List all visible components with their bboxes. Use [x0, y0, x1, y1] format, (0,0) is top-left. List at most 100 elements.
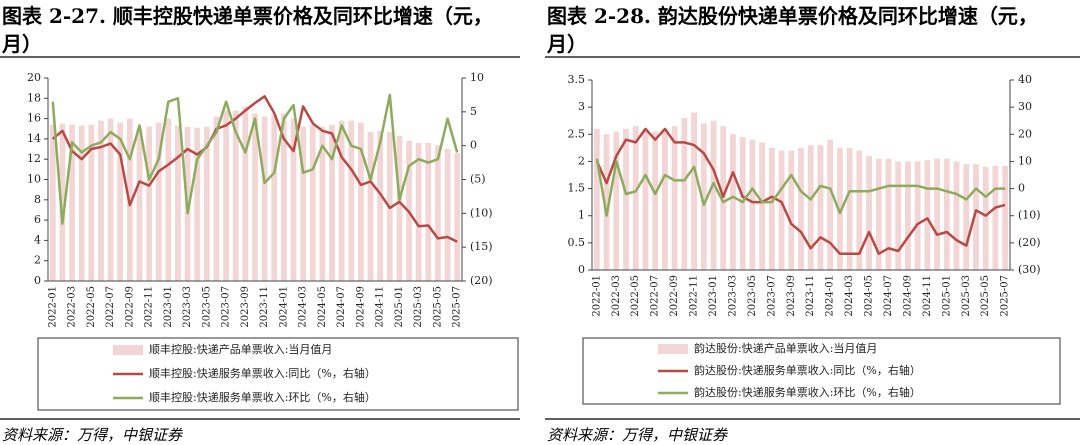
bar	[817, 145, 824, 270]
bar	[807, 145, 814, 270]
bar	[117, 122, 124, 281]
x-tick-label: 2025-05	[980, 275, 991, 317]
y2-tick-label: 30	[1018, 100, 1032, 113]
x-tick-label: 2022-01	[47, 286, 58, 328]
legend-label: 韵达股份:快递服务单票收入:环比（%，右轴）	[694, 385, 921, 399]
x-tick-label: 2024-09	[902, 275, 913, 317]
bar	[963, 164, 970, 270]
x-tick-label: 2023-11	[259, 286, 270, 328]
y2-tick-label: 0	[470, 139, 477, 152]
bar	[435, 144, 441, 281]
y2-tick-label: 10	[1018, 154, 1032, 167]
bar	[798, 147, 804, 270]
bar	[934, 158, 941, 270]
bar	[875, 158, 882, 270]
bar	[98, 120, 104, 281]
y2-tick-label: (20)	[1018, 236, 1041, 249]
y-tick-label: 2	[34, 254, 41, 267]
source-note: 资料来源：万得，中银证券	[2, 426, 183, 444]
bar	[953, 161, 960, 270]
bar	[914, 161, 921, 270]
bar	[661, 128, 668, 270]
y-tick-label: 18	[27, 91, 41, 104]
bar	[271, 114, 278, 281]
bar	[444, 149, 451, 281]
x-tick-label: 2023-05	[201, 286, 212, 328]
bar	[338, 120, 345, 281]
legend-label: 韵达股份:快递产品单票收入:当月值月	[694, 341, 877, 355]
x-tick-label: 2022-09	[124, 286, 135, 328]
bar	[242, 106, 249, 281]
bar	[623, 128, 629, 270]
y2-tick-label: 20	[1018, 127, 1032, 140]
line	[595, 158, 1006, 217]
bar	[175, 125, 181, 281]
x-tick-label: 2025-03	[961, 275, 972, 317]
y-tick-label: 8	[34, 193, 41, 206]
y2-tick-label: (15)	[470, 240, 493, 253]
x-tick-label: 2023-03	[182, 286, 193, 328]
bar	[759, 142, 766, 270]
x-tick-label: 2025-07	[1000, 275, 1011, 317]
bar	[632, 126, 639, 271]
bar	[924, 160, 931, 270]
bar	[827, 139, 834, 270]
bar	[49, 124, 56, 281]
bar	[671, 126, 678, 271]
bar	[943, 158, 950, 270]
bar	[603, 134, 610, 270]
x-tick-label: 2023-05	[747, 275, 758, 317]
y-tick-label: 1	[578, 209, 585, 222]
bar	[593, 128, 600, 270]
bar	[165, 118, 172, 281]
y-tick-label: 3.5	[568, 73, 586, 86]
bar	[425, 142, 432, 281]
legend-box	[37, 337, 519, 411]
bar	[78, 125, 85, 281]
x-tick-label: 2023-09	[786, 275, 797, 317]
source-note: 资料来源：万得，中银证券	[547, 426, 728, 444]
bar	[377, 130, 384, 281]
legend-label: 顺丰控股:快递产品单票收入:当月值月	[149, 342, 332, 356]
bar	[194, 127, 201, 281]
x-tick-label: 2024-03	[844, 275, 855, 317]
x-tick-label: 2023-07	[766, 275, 777, 317]
x-tick-label: 2023-01	[163, 286, 174, 328]
bar	[613, 131, 620, 270]
y-tick-label: 2	[578, 154, 585, 167]
bar	[681, 118, 688, 270]
bar	[309, 124, 316, 281]
x-tick-label: 2023-01	[708, 275, 719, 317]
x-tick-label: 2024-05	[317, 286, 328, 328]
x-tick-label: 2023-07	[221, 286, 232, 328]
x-tick-label: 2024-07	[883, 275, 894, 317]
legend-swatch	[113, 345, 143, 355]
x-tick-label: 2022-01	[591, 275, 602, 317]
bar	[691, 112, 697, 270]
x-tick-label: 2022-07	[105, 286, 116, 328]
y-tick-label: 16	[27, 112, 41, 125]
line	[51, 95, 458, 243]
bar	[730, 134, 736, 270]
legend-swatch	[658, 344, 688, 354]
x-tick-label: 2025-01	[941, 275, 952, 317]
x-tick-label: 2025-07	[452, 286, 463, 328]
y-tick-label: 0.5	[568, 236, 586, 249]
legend-label: 韵达股份:快递服务单票收入:同比（%，右轴）	[694, 363, 921, 377]
y-tick-label: 20	[27, 71, 41, 84]
bar	[778, 150, 785, 270]
y2-tick-label: (30)	[1018, 263, 1041, 276]
y2-tick-label: 10	[470, 71, 484, 84]
line	[51, 93, 459, 225]
bar	[885, 158, 892, 270]
bar	[905, 161, 911, 270]
bar	[415, 142, 422, 281]
y-tick-label: 10	[27, 173, 41, 186]
bar	[88, 124, 95, 281]
x-tick-label: 2025-03	[413, 286, 424, 328]
bar	[700, 123, 707, 270]
bar	[223, 110, 230, 281]
bar	[856, 150, 863, 270]
bar	[329, 124, 335, 281]
